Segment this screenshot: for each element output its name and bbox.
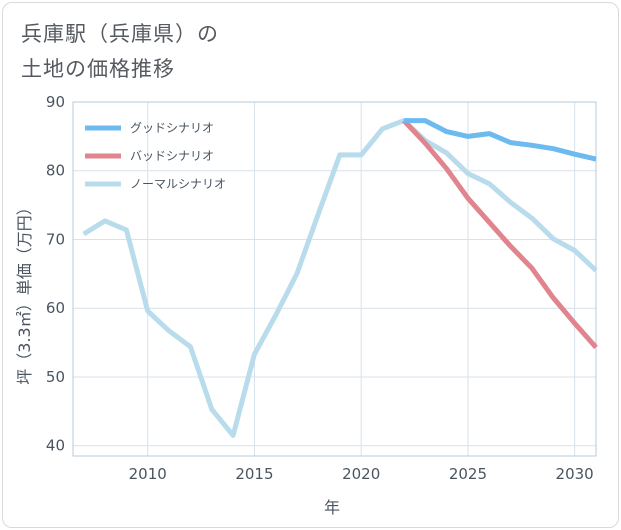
chart-card: 兵庫駅（兵庫県）の 土地の価格推移 2010 2015 2020 2025 2030 4… bbox=[2, 2, 619, 528]
x-tick-label: 2020 bbox=[342, 465, 380, 483]
x-axis-title: 年 bbox=[324, 498, 340, 517]
series-layer bbox=[84, 121, 596, 436]
y-axis-title: 坪（3.3㎡）単価（万円） bbox=[15, 199, 34, 384]
legend-label-bad: バッドシナリオ bbox=[130, 149, 214, 163]
y-tick-label: 70 bbox=[46, 230, 65, 248]
legend-label-good: グッドシナリオ bbox=[130, 121, 214, 135]
y-axis-ticks: 40 50 60 70 80 90 bbox=[46, 93, 65, 455]
y-tick-label: 40 bbox=[46, 437, 65, 455]
y-tick-label: 60 bbox=[46, 299, 65, 317]
legend-label-normal: ノーマルシナリオ bbox=[130, 177, 226, 191]
x-tick-label: 2030 bbox=[556, 465, 594, 483]
x-tick-label: 2025 bbox=[449, 465, 487, 483]
x-tick-label: 2015 bbox=[235, 465, 273, 483]
y-tick-label: 90 bbox=[46, 93, 65, 111]
y-tick-label: 50 bbox=[46, 368, 65, 386]
line-chart: 2010 2015 2020 2025 2030 40 50 60 70 80 90 年 坪（3.… bbox=[3, 3, 618, 527]
x-tick-label: 2010 bbox=[129, 465, 167, 483]
series-line-normal bbox=[84, 121, 596, 436]
y-tick-label: 80 bbox=[46, 162, 65, 180]
x-axis-ticks: 2010 2015 2020 2025 2030 bbox=[129, 465, 594, 483]
